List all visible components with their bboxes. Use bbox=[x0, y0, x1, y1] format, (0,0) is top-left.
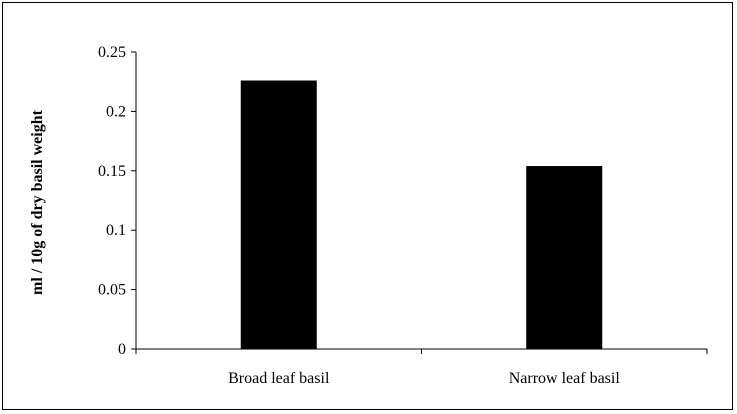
y-axis-title: ml / 10g of dry basil weight bbox=[29, 109, 46, 295]
bars bbox=[240, 80, 603, 350]
x-category-label: Narrow leaf basil bbox=[509, 370, 621, 387]
y-tick-label: 0.05 bbox=[98, 282, 126, 299]
y-tick-label: 0 bbox=[118, 341, 126, 358]
x-ticks bbox=[135, 349, 708, 354]
y-tick-label: 0.2 bbox=[106, 103, 126, 120]
y-ticks: 0 0.05 0.1 0.15 0.2 0.25 bbox=[98, 44, 136, 358]
y-tick-label: 0.1 bbox=[106, 222, 126, 239]
bar-narrow-leaf-basil bbox=[526, 166, 603, 349]
x-category-label: Broad leaf basil bbox=[228, 370, 330, 387]
chart-axes bbox=[135, 52, 707, 350]
bar-broad-leaf-basil bbox=[240, 80, 317, 350]
y-tick-label: 0.25 bbox=[98, 44, 126, 61]
chart-frame bbox=[2, 2, 733, 410]
category-labels: Broad leaf basil Narrow leaf basil bbox=[228, 370, 620, 387]
y-tick-label: 0.15 bbox=[98, 163, 126, 180]
